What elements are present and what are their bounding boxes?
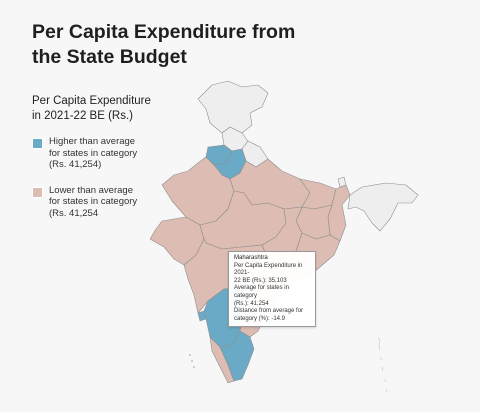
tooltip-line-4: (Rs.): 41,254 <box>234 300 269 307</box>
legend-title-line-1: Per Capita Expenditure <box>32 95 151 107</box>
legend-label-lower: Lower than average for states in categor… <box>49 185 137 220</box>
lakshadweep-islands <box>189 354 195 368</box>
legend-label-lower-line-2: for states in category <box>49 196 138 207</box>
legend-item-lower[interactable]: Lower than average for states in categor… <box>32 185 182 220</box>
legend-swatch-higher <box>32 138 43 149</box>
legend-label-higher-line-1: Higher than average <box>49 136 136 147</box>
tooltip-line-6: category (%): -14.9 <box>234 315 286 322</box>
tooltip-line-5: Distance from average for <box>234 308 304 315</box>
page-title-line-2: the State Budget <box>32 46 187 68</box>
state-tamil-nadu[interactable] <box>219 330 255 382</box>
page-title: Per Capita Expenditure from the State Bu… <box>32 20 332 70</box>
state-tooltip: Maharashtra Per Capita Expenditure in 20… <box>228 251 316 328</box>
legend-label-lower-line-3: (Rs. 41,254 <box>49 207 99 219</box>
india-state-map <box>150 80 419 393</box>
legend-title: Per Capita Expenditure in 2021-22 BE (Rs… <box>32 94 182 124</box>
tooltip-line-3: Average for states in category <box>234 285 289 299</box>
legend-label-higher-line-3: (Rs. 41,254) <box>49 159 102 170</box>
andaman-nicobar-islands <box>377 336 388 393</box>
legend: Per Capita Expenditure in 2021-22 BE (Rs… <box>32 94 182 233</box>
tooltip-line-2: 22 BE (Rs.): 35,103 <box>234 277 287 284</box>
legend-swatch-lower <box>32 186 43 198</box>
legend-item-higher[interactable]: Higher than average for states in catego… <box>32 136 182 171</box>
legend-label-lower-line-1: Lower than average <box>49 184 133 196</box>
state-jammu-kashmir-ladakh[interactable] <box>197 80 269 134</box>
legend-label-higher-line-2: for states in category <box>49 147 138 159</box>
tooltip-state-name: Maharashtra <box>234 255 268 261</box>
legend-label-higher: Higher than average for states in catego… <box>49 136 137 171</box>
state-north-east[interactable] <box>347 182 419 232</box>
tooltip-line-1: Per Capita Expenditure in 2021- <box>234 262 303 277</box>
legend-title-line-2: in 2021-22 BE (Rs.) <box>32 110 133 122</box>
page-title-line-1: Per Capita Expenditure from <box>32 21 296 43</box>
